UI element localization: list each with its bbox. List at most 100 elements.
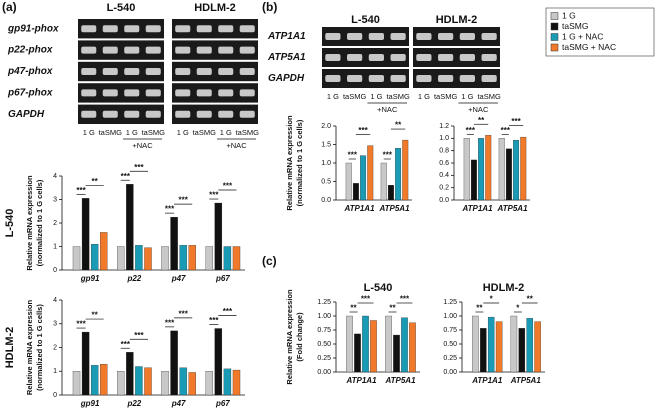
gel-strip <box>322 69 409 88</box>
y-tick-label: 1.00 <box>317 313 331 320</box>
significance-label: *** <box>348 151 358 160</box>
x-tick-label: ATP1A1 <box>345 376 377 385</box>
significance-label: *** <box>209 191 219 200</box>
y-tick-label: 0 <box>53 267 57 274</box>
y-tick-label: 0.75 <box>443 327 457 334</box>
bar <box>534 321 541 373</box>
gel-band <box>239 89 255 97</box>
bar <box>402 139 409 201</box>
legend-swatch <box>550 12 559 20</box>
gel-band <box>218 68 234 75</box>
gel-band <box>81 89 97 97</box>
x-tick-label: ATP5A1 <box>496 204 528 213</box>
chart-title: L-540 <box>4 209 16 238</box>
gel-band <box>81 25 97 33</box>
gel-band <box>239 110 255 118</box>
y-axis-label: (normalized to 1 G cells) <box>295 119 304 206</box>
bar <box>90 365 99 396</box>
y-tick-label: 0.25 <box>317 355 331 362</box>
bar <box>205 371 213 396</box>
gel-band <box>102 68 118 75</box>
bar <box>126 184 134 271</box>
significance-label: *** <box>501 126 511 135</box>
gel-band <box>416 33 432 40</box>
bar <box>520 136 527 201</box>
significance-label: * <box>516 304 520 313</box>
lane-label: taSMG <box>434 92 458 101</box>
y-tick-label: 0 <box>53 392 57 399</box>
gel-band <box>145 110 161 118</box>
gel-band <box>81 46 97 54</box>
gel-band <box>124 46 140 54</box>
bar <box>495 321 503 373</box>
bar <box>223 246 232 271</box>
gel-band <box>196 110 212 118</box>
y-tick-label: 1.00 <box>443 313 457 320</box>
bar <box>354 333 361 373</box>
bar <box>478 138 485 201</box>
gel-band <box>175 68 191 75</box>
cell-line-header: HDLM-2 <box>436 14 478 26</box>
y-tick-label: 1.5 <box>321 141 331 148</box>
bar <box>505 148 512 201</box>
gene-label: GAPDH <box>268 73 305 84</box>
significance-label: *** <box>121 340 131 349</box>
bar <box>360 155 367 201</box>
gel-strip <box>172 19 258 39</box>
significance-label: *** <box>178 196 188 205</box>
lane-label: taSMG <box>99 128 123 137</box>
gel-strip <box>78 19 164 39</box>
gel-band <box>481 75 497 82</box>
y-tick-label: 0.75 <box>317 327 331 334</box>
bar <box>179 367 187 396</box>
significance-label: ** <box>395 121 402 130</box>
lane-label: taSMG <box>386 92 410 101</box>
bar <box>100 232 108 271</box>
gel-band <box>459 75 475 82</box>
significance-label: ** <box>350 304 357 313</box>
legend-label: 1 G <box>562 10 576 20</box>
legend-swatch <box>550 43 559 52</box>
x-tick-label: p22 <box>126 399 141 408</box>
gel-band <box>347 54 363 61</box>
significance-label: ** <box>92 177 99 186</box>
treatment-label: +NAC <box>377 105 398 114</box>
bar <box>117 246 125 271</box>
gel-band <box>124 89 140 97</box>
significance-label: *** <box>121 172 131 181</box>
y-tick-label: 2 <box>53 344 57 351</box>
y-tick-label: 1 <box>53 368 57 375</box>
lane-label: taSMG <box>236 128 260 137</box>
bar <box>223 368 232 396</box>
x-tick-label: p47 <box>171 399 186 408</box>
treatment-label: +NAC <box>226 141 247 150</box>
gel-band <box>145 25 161 33</box>
y-tick-label: 1.0 <box>439 135 449 142</box>
gel-band <box>390 54 406 61</box>
gel-strip <box>322 27 409 46</box>
bar <box>387 185 394 201</box>
gel-band <box>438 75 454 82</box>
bar <box>498 138 505 201</box>
treatment-label: +NAC <box>132 141 153 150</box>
legend-label: 1 G + NAC <box>562 31 603 41</box>
bar <box>214 328 223 396</box>
gel-strip <box>172 104 258 124</box>
lane-label: 1 G <box>461 92 473 101</box>
gel-band <box>239 46 255 54</box>
bar <box>385 315 392 373</box>
gel-strip <box>413 48 500 67</box>
bar <box>72 371 81 396</box>
bar <box>367 145 374 201</box>
bar <box>485 135 492 201</box>
chart-title: HDLM-2 <box>4 327 16 369</box>
y-tick-label: 0.50 <box>443 341 457 348</box>
bar <box>470 159 477 201</box>
y-tick-label: 2 <box>53 220 57 227</box>
significance-label: ** <box>478 116 485 125</box>
cell-line-header: HDLM-2 <box>194 2 236 14</box>
x-tick-label: gp91 <box>80 274 100 283</box>
bar <box>526 318 533 373</box>
y-axis-label: (normalized to 1 G cells) <box>35 179 44 266</box>
bar <box>144 247 152 271</box>
